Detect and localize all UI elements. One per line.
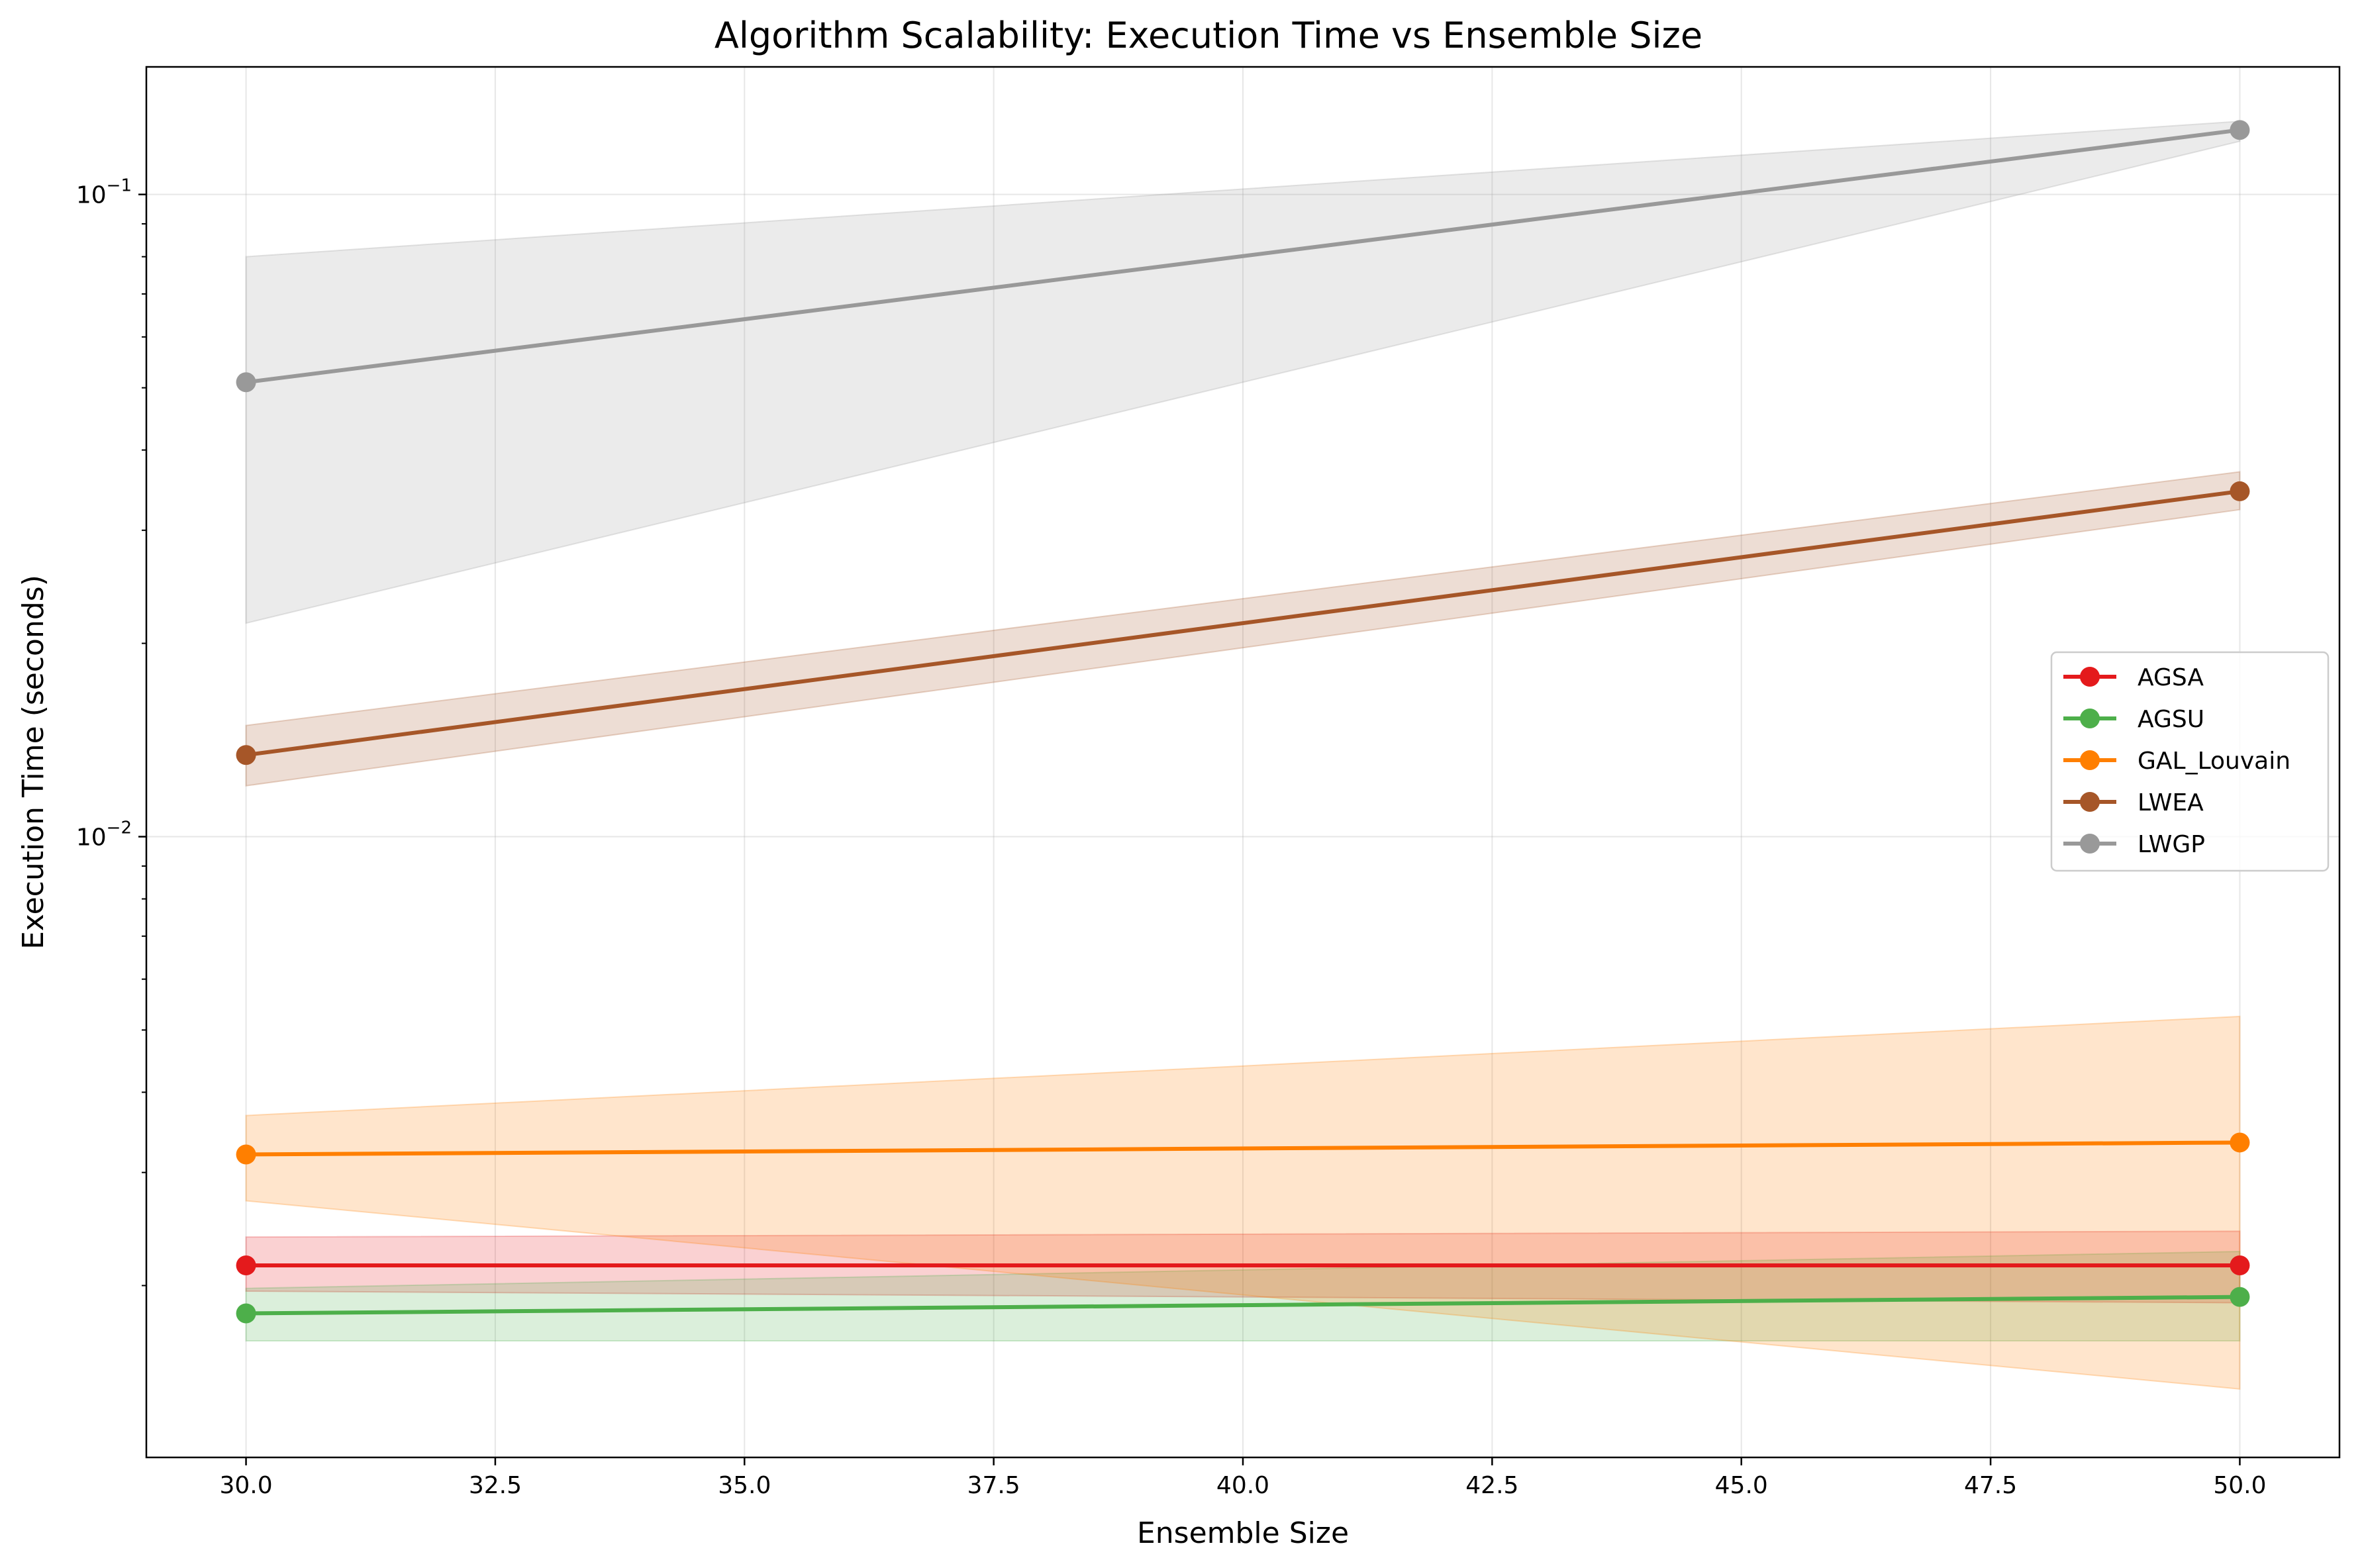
x-axis-ticks: 30.0 32.5 35.0 37.5 40.0 42.5 45.0 47.5 50.0 bbox=[219, 1457, 2267, 1499]
series-markers bbox=[236, 120, 2250, 1324]
legend-label-agsu: AGSU bbox=[2138, 706, 2204, 733]
line-agsu bbox=[246, 1295, 2240, 1316]
legend-marker-agsu bbox=[2080, 709, 2100, 728]
marker-lwea bbox=[236, 745, 256, 765]
legend-marker-gal-louvain bbox=[2080, 750, 2100, 770]
marker-lwea bbox=[2230, 481, 2250, 501]
x-tick-label: 30.0 bbox=[219, 1472, 272, 1499]
legend-label-lwea: LWEA bbox=[2138, 789, 2204, 816]
marker-agsa bbox=[2230, 1255, 2250, 1275]
line-gal-louvain bbox=[246, 1140, 2240, 1157]
band-lwgp bbox=[245, 121, 2241, 624]
line-lwea bbox=[246, 489, 2240, 758]
y-axis-ticks: 10−2 10−1 bbox=[76, 176, 146, 1287]
marker-lwgp bbox=[236, 372, 256, 393]
legend-marker-lwea bbox=[2080, 792, 2100, 812]
band-lwea bbox=[245, 471, 2241, 787]
legend-box bbox=[2050, 651, 2330, 872]
legend-label-lwgp: LWGP bbox=[2138, 831, 2205, 858]
x-tick-label: 40.0 bbox=[1216, 1472, 1269, 1499]
x-tick-label: 42.5 bbox=[1465, 1472, 1518, 1499]
y-axis-label: Execution Time (seconds) bbox=[17, 575, 50, 950]
marker-agsa bbox=[236, 1255, 256, 1275]
line-lwgp bbox=[246, 128, 2240, 385]
marker-gal-louvain bbox=[2230, 1132, 2250, 1153]
legend-label-gal-louvain: GAL_Louvain bbox=[2138, 748, 2290, 775]
legend-label-agsa: AGSA bbox=[2138, 664, 2204, 691]
marker-gal-louvain bbox=[236, 1144, 256, 1165]
marker-agsu bbox=[236, 1303, 256, 1324]
marker-agsu bbox=[2230, 1287, 2250, 1307]
legend-marker-lwgp bbox=[2080, 834, 2100, 854]
legend: AGSA AGSU GAL_Louvain LWEA LWGP bbox=[2050, 651, 2330, 872]
x-tick-label: 35.0 bbox=[718, 1472, 771, 1499]
x-tick-label: 45.0 bbox=[1715, 1472, 1768, 1499]
y-tick-label: 10−2 bbox=[76, 818, 132, 852]
x-tick-label: 32.5 bbox=[469, 1472, 522, 1499]
marker-lwgp bbox=[2230, 120, 2250, 140]
y-tick-label: 10−1 bbox=[76, 176, 132, 209]
x-axis-label: Ensemble Size bbox=[1137, 1516, 1349, 1550]
legend-marker-agsa bbox=[2080, 667, 2100, 687]
x-tick-label: 47.5 bbox=[1964, 1472, 2017, 1499]
band-gal-louvain bbox=[245, 1015, 2241, 1390]
series-lines bbox=[246, 128, 2240, 1316]
x-tick-label: 37.5 bbox=[967, 1472, 1020, 1499]
chart-title: Algorithm Scalability: Execution Time vs… bbox=[714, 15, 1702, 56]
x-tick-label: 50.0 bbox=[2213, 1472, 2266, 1499]
